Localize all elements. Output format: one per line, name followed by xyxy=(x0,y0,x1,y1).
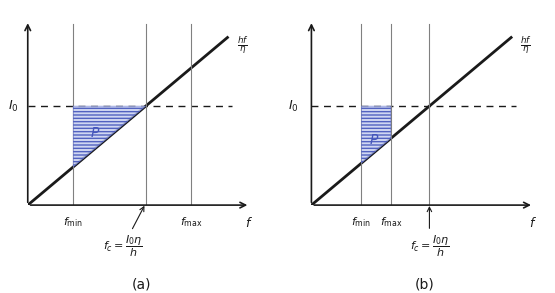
Text: $f$: $f$ xyxy=(529,216,537,230)
Text: $I_0$: $I_0$ xyxy=(288,98,299,114)
Text: (a): (a) xyxy=(132,277,151,292)
Text: $f$: $f$ xyxy=(245,216,253,230)
Text: $P$: $P$ xyxy=(369,133,379,147)
Text: $f_c = \dfrac{I_0\eta}{h}$: $f_c = \dfrac{I_0\eta}{h}$ xyxy=(103,207,144,259)
Text: $f_{\rm max}$: $f_{\rm max}$ xyxy=(180,216,203,229)
Text: $\frac{hf}{\eta}$: $\frac{hf}{\eta}$ xyxy=(236,34,248,56)
Text: (b): (b) xyxy=(415,277,435,292)
Text: $f_{\rm min}$: $f_{\rm min}$ xyxy=(351,216,371,229)
Text: $\frac{hf}{\eta}$: $\frac{hf}{\eta}$ xyxy=(520,34,532,56)
Text: $f_c = \dfrac{I_0\eta}{h}$: $f_c = \dfrac{I_0\eta}{h}$ xyxy=(410,207,450,259)
Text: $P$: $P$ xyxy=(90,126,100,140)
Text: $f_{\rm max}$: $f_{\rm max}$ xyxy=(380,216,402,229)
Text: $I_0$: $I_0$ xyxy=(8,98,19,114)
Polygon shape xyxy=(73,106,146,167)
Text: $f_{\rm min}$: $f_{\rm min}$ xyxy=(63,216,83,229)
Polygon shape xyxy=(361,106,391,163)
